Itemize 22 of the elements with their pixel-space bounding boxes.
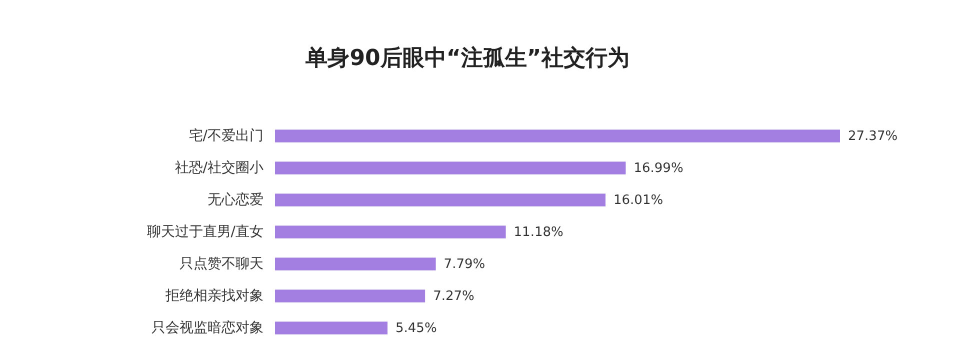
y-tick-label: 只会视监暗恋对象 <box>152 320 264 336</box>
y-tick-label: 社恐/社交圈小 <box>174 160 264 176</box>
data-label: 5.45% <box>396 321 437 336</box>
bar <box>275 162 626 174</box>
bar <box>275 194 606 206</box>
data-label: 7.79% <box>444 257 486 272</box>
data-label: 7.27% <box>433 289 474 304</box>
y-tick-label: 拒绝相亲找对象 <box>164 288 264 304</box>
bar <box>275 226 506 238</box>
data-label: 16.01% <box>613 193 664 208</box>
data-label: 27.37% <box>848 129 898 144</box>
data-label: 11.18% <box>514 225 564 240</box>
bar <box>275 290 426 302</box>
chart-title: 单身90后眼中“注孤生”社交行为 <box>304 45 630 71</box>
data-label: 16.99% <box>634 161 684 176</box>
bar <box>275 322 388 334</box>
y-tick-label: 宅/不爱出门 <box>188 128 264 144</box>
y-tick-label: 聊天过于直男/直女 <box>146 224 264 240</box>
bar <box>275 130 840 142</box>
bar <box>275 258 436 270</box>
y-tick-label: 无心恋爱 <box>208 192 264 208</box>
y-tick-label: 只点赞不聊天 <box>180 256 264 272</box>
